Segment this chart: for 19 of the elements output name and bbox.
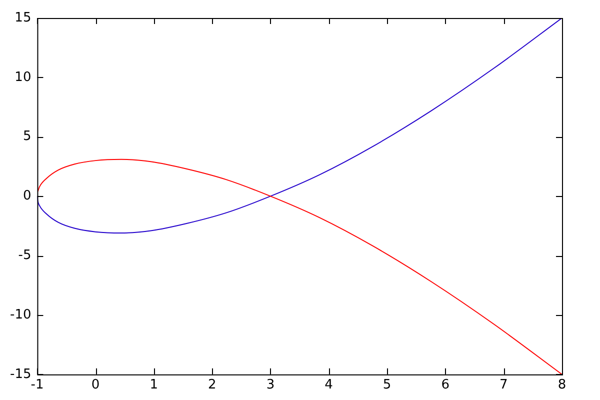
x-tick-label: 1 bbox=[150, 378, 158, 393]
x-tick-label: 5 bbox=[382, 378, 392, 393]
x-tick-label: 3 bbox=[266, 378, 275, 393]
x-tick-label: 4 bbox=[324, 378, 333, 393]
y-tick-label: -15 bbox=[10, 366, 32, 382]
y-tick-label: 5 bbox=[22, 129, 32, 144]
y-tick-label: 15 bbox=[14, 10, 32, 26]
y-tick-label: -10 bbox=[10, 307, 32, 322]
x-tick-label: 7 bbox=[500, 378, 508, 393]
line-series bbox=[37, 158, 562, 374]
x-tick-label: -1 bbox=[30, 378, 44, 393]
x-tick-label: 6 bbox=[441, 378, 450, 393]
x-tick-label: 8 bbox=[558, 378, 566, 393]
y-tick-label: 10 bbox=[14, 70, 32, 85]
y-tick-label: 0 bbox=[22, 188, 32, 204]
x-tick-label: 2 bbox=[208, 378, 216, 393]
y-tick-label: -5 bbox=[18, 248, 32, 263]
x-tick-label: 0 bbox=[91, 378, 100, 393]
line-series bbox=[37, 18, 562, 234]
